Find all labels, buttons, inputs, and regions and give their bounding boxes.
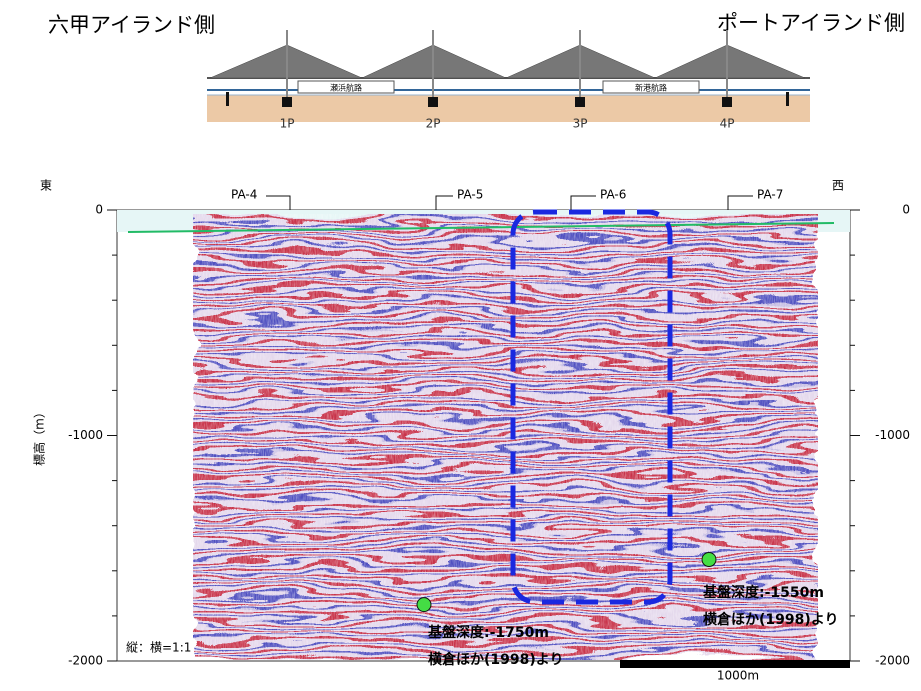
pier-label: 4P (720, 117, 735, 131)
profile-brackets (266, 196, 753, 210)
scale-bar (620, 660, 850, 668)
pier-label: 3P (573, 117, 588, 131)
east-label: 東 (40, 179, 52, 193)
pier-label: 1P (280, 117, 295, 131)
basement-label: 基盤深度:-1750m (428, 624, 549, 641)
bridge (207, 30, 810, 122)
y-tick-label: -1000 (68, 428, 103, 442)
basement-source: 横倉ほか(1998)より (703, 611, 838, 628)
y2-tick-label: -1000 (875, 428, 910, 442)
profile-label: PA-5 (457, 188, 483, 202)
scale-label: 1000m (717, 669, 759, 683)
channel-label: 新港航路 (635, 83, 667, 93)
y-tick-label: -2000 (68, 654, 103, 668)
profile-label: PA-7 (757, 188, 783, 202)
y-tick-label: 0 (95, 203, 103, 217)
basement-point (417, 598, 431, 612)
y2-tick-label: -2000 (875, 654, 910, 668)
y-axis-label: 標高（m） (32, 406, 47, 466)
basement-label: 基盤深度:-1550m (703, 584, 824, 601)
pier-label: 2P (426, 117, 441, 131)
profile-label: PA-4 (231, 188, 257, 202)
left-side-label: 六甲アイランド側 (48, 13, 215, 37)
basement-point (702, 553, 716, 567)
ratio-label: 縦：横=1:1 (126, 641, 191, 655)
channel-label: 瀬浜航路 (330, 83, 362, 93)
west-label: 西 (832, 179, 844, 193)
right-side-label: ポートアイランド側 (717, 11, 905, 35)
profile-label: PA-6 (600, 188, 626, 202)
y2-tick-label: 0 (902, 203, 910, 217)
figure: 六甲アイランド側 ポートアイランド側 瀬浜航路 新港航路 1P 2P 3P 4P… (0, 0, 921, 691)
basement-source: 横倉ほか(1998)より (428, 651, 563, 668)
